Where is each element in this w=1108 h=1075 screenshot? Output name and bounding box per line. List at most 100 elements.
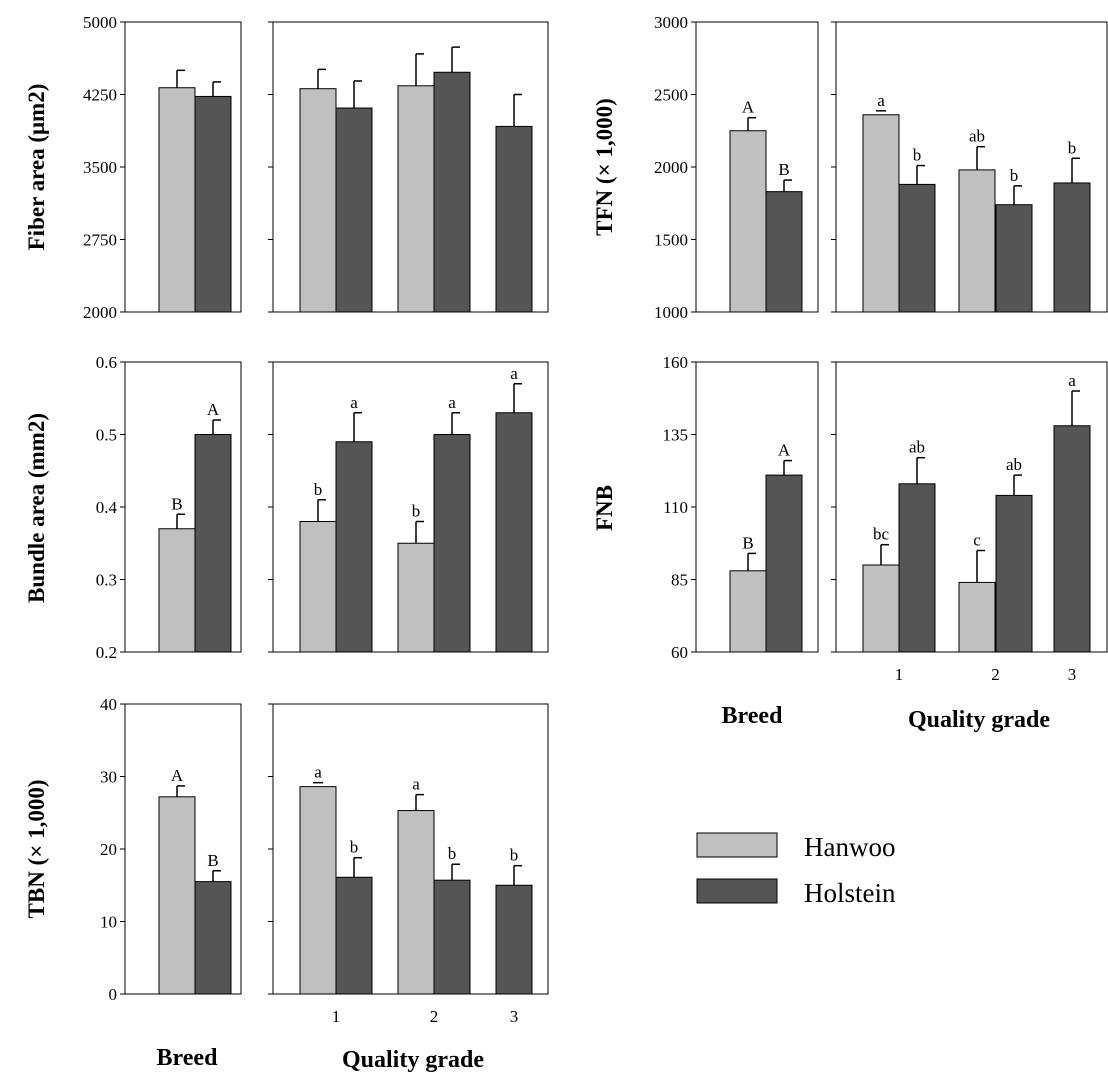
breed-xlabel-right: Breed — [722, 703, 784, 729]
tfn-breed-bar-hanwoo-sig-letter: A — [742, 98, 755, 117]
tbn-ytick-label: 20 — [100, 840, 117, 859]
tbn-breed-bar-hanwoo — [158, 796, 196, 995]
fnb-xtick-label: 3 — [1068, 665, 1077, 684]
fnb-breed-bar-holstein — [765, 474, 803, 653]
fiber-ylabel: Fiber area (μm2) — [24, 84, 49, 251]
fnb-grade-bar-hanwoo-1 — [862, 564, 900, 653]
fiber-ytick-label: 4250 — [83, 86, 117, 105]
bundle-ytick-label: 0.3 — [96, 571, 117, 590]
tbn-grade-bar-hanwoo-1-sig-letter: a — [314, 763, 322, 782]
tfn-ytick-label: 1500 — [654, 231, 688, 250]
fnb-grade-bar-hanwoo-2-sig-letter: c — [973, 531, 981, 550]
tbn-grade-bar-holstein-2-sig-letter: b — [448, 844, 457, 863]
bundle-ylabel: Bundle area (mm2) — [24, 413, 49, 603]
legend-swatch-holstein — [696, 878, 778, 904]
bundle-grade-bar-holstein-3-sig-letter: a — [510, 364, 518, 383]
fnb-ylabel: FNB — [592, 485, 617, 531]
fnb-breed-bar-holstein-sig-letter: A — [778, 441, 791, 460]
fnb-ytick-label: 135 — [663, 426, 689, 445]
tfn-grade-bar-hanwoo-1-sig-letter: a — [877, 91, 885, 110]
tbn-breed-bar-holstein-sig-letter: B — [207, 851, 218, 870]
tbn-xtick-label: 3 — [510, 1007, 519, 1026]
tfn-ytick-label: 3000 — [654, 13, 688, 32]
fiber-breed-bar-hanwoo — [158, 87, 196, 313]
bundle-grade-bar-hanwoo-2 — [397, 542, 435, 653]
fnb-grade-bar-holstein-1 — [898, 483, 936, 653]
tfn-grade-bar-hanwoo-1 — [862, 114, 900, 313]
tbn-ytick-label: 30 — [100, 768, 117, 787]
tfn-grade-bar-holstein-2-sig-letter: b — [1010, 166, 1019, 185]
fiber-grade-bar-holstein-1 — [335, 107, 373, 313]
tbn-breed-bar-holstein — [194, 881, 232, 995]
grade-xlabel-left: Quality grade — [342, 1047, 484, 1073]
tbn-grade-bar-holstein-3-sig-letter: b — [510, 846, 519, 865]
panel-tbn: 40 30 20 10 0 TBN (× 1,000) A Ba a b b b 1 2 3 — [24, 695, 549, 1026]
fnb-grade-bar-hanwoo-1-sig-letter: bc — [873, 525, 890, 544]
tbn-grade-bar-holstein-2 — [433, 879, 471, 995]
bundle-grade-bar-hanwoo-1 — [299, 521, 337, 653]
tbn-grade-bar-hanwoo-1 — [299, 786, 337, 995]
fiber-grade-bar-holstein-2 — [433, 71, 471, 313]
fnb-grade-bar-holstein-3 — [1053, 425, 1091, 653]
fiber-grade-bar-hanwoo-2 — [397, 85, 435, 313]
bundle-grade-bar-holstein-1-sig-letter: a — [350, 393, 358, 412]
bundle-grade-bar-holstein-3 — [495, 412, 533, 653]
fnb-grade-bar-hanwoo-2 — [958, 581, 996, 653]
tbn-ylabel: TBN (× 1,000) — [24, 780, 49, 919]
panel-bundle: 0.6 0.5 0.4 0.3 0.2 Bundle area (mm2) B Ab b a a a — [24, 353, 549, 662]
tfn-ytick-label: 1000 — [654, 303, 688, 322]
fnb-breed-bar-hanwoo-sig-letter: B — [742, 533, 753, 552]
panel-fnb: 160 135 110 85 60 FNB B Abc c ab ab a 1 2 3 — [592, 353, 1108, 684]
tbn-xtick-label: 2 — [430, 1007, 439, 1026]
tfn-grade-bar-hanwoo-2-sig-letter: ab — [969, 127, 985, 146]
fiber-breed-bar-holstein — [194, 95, 232, 313]
legend-label-holstein: Holstein — [804, 878, 896, 908]
bundle-ytick-label: 0.4 — [96, 498, 118, 517]
tbn-grade-bar-hanwoo-2-sig-letter: a — [412, 775, 420, 794]
tfn-breed-bar-holstein — [765, 191, 803, 313]
panel-fiber: 5000 4250 3500 2750 2000 Fiber area (μm2) — [24, 13, 549, 322]
bundle-ytick-label: 0.6 — [96, 353, 117, 372]
fiber-grade-bar-holstein-3 — [495, 125, 533, 313]
panel-tfn: 3000 2500 2000 1500 1000 TFN (× 1,000) A Ba ab b b… — [592, 13, 1108, 322]
tfn-ylabel: TFN (× 1,000) — [592, 98, 617, 236]
fiber-grade-bar-hanwoo-1 — [299, 88, 337, 313]
tbn-ytick-label: 0 — [109, 985, 118, 1004]
tfn-grade-bar-holstein-3-sig-letter: b — [1068, 138, 1077, 157]
bundle-grade-bar-hanwoo-2-sig-letter: b — [412, 502, 421, 521]
bundle-ytick-label: 0.2 — [96, 643, 117, 662]
bundle-breed-bar-holstein — [194, 434, 232, 653]
tfn-ytick-label: 2500 — [654, 86, 688, 105]
bundle-breed-bar-hanwoo-sig-letter: B — [171, 494, 182, 513]
fnb-breed-bar-hanwoo — [729, 570, 767, 653]
bundle-breed-bar-holstein-sig-letter: A — [207, 400, 220, 419]
fiber-ytick-label: 2000 — [83, 303, 117, 322]
bundle-grade-bar-hanwoo-1-sig-letter: b — [314, 480, 323, 499]
tbn-ytick-label: 40 — [100, 695, 117, 714]
bundle-grade-bar-holstein-2-sig-letter: a — [448, 393, 456, 412]
tfn-breed-bar-holstein-sig-letter: B — [778, 160, 789, 179]
tbn-breed-bar-hanwoo-sig-letter: A — [171, 766, 184, 785]
fnb-ytick-label: 110 — [663, 498, 688, 517]
fnb-ytick-label: 60 — [671, 643, 688, 662]
tbn-grade-bar-hanwoo-2 — [397, 810, 435, 995]
bundle-grade-bar-holstein-1 — [335, 441, 373, 653]
bundle-ytick-label: 0.5 — [96, 426, 117, 445]
fiber-ytick-label: 3500 — [83, 158, 117, 177]
fnb-xtick-label: 2 — [991, 665, 1000, 684]
tbn-ytick-label: 10 — [100, 913, 117, 932]
bundle-breed-bar-hanwoo — [158, 528, 196, 653]
bundle-grade-bar-holstein-2 — [433, 434, 471, 653]
tbn-xtick-label: 1 — [332, 1007, 341, 1026]
tfn-grade-bar-holstein-1-sig-letter: b — [913, 146, 922, 165]
tfn-grade-bar-holstein-2 — [995, 204, 1033, 313]
legend-label-hanwoo: Hanwoo — [804, 832, 895, 862]
grade-xlabel-right: Quality grade — [908, 707, 1050, 733]
fiber-ytick-label: 2750 — [83, 231, 117, 250]
fiber-ytick-label: 5000 — [83, 13, 117, 32]
tfn-grade-bar-hanwoo-2 — [958, 169, 996, 313]
legend-swatch-hanwoo — [696, 832, 778, 858]
breed-xlabel-left: Breed — [157, 1045, 219, 1071]
tfn-grade-bar-holstein-3 — [1053, 182, 1091, 313]
tbn-grade-bar-holstein-1 — [335, 876, 373, 995]
